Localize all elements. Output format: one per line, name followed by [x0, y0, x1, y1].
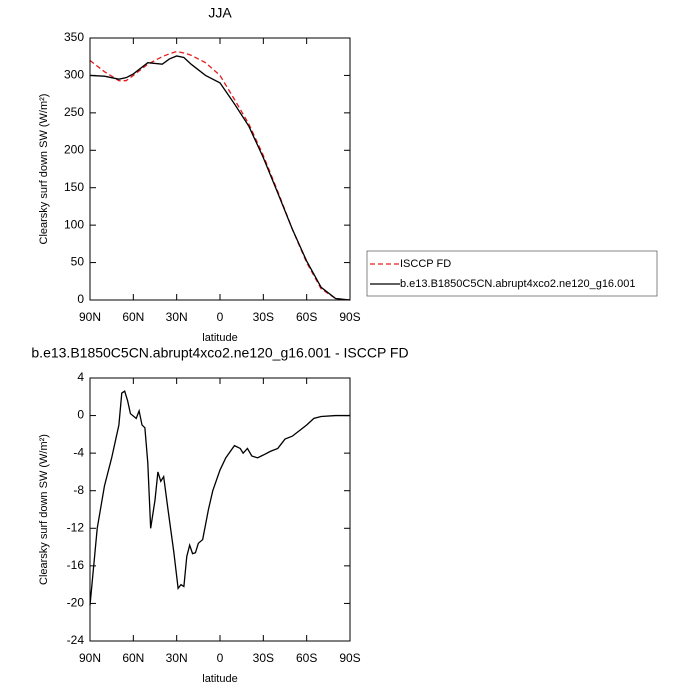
y-axis-label: Clearsky surf down SW (W/m²)	[38, 434, 50, 585]
x-tick-label: 30N	[166, 310, 188, 324]
y-tick-label: 0	[77, 292, 84, 306]
data-line	[89, 50, 351, 301]
y-tick-label: 250	[64, 105, 84, 119]
y-tick-label: 0	[77, 408, 84, 422]
y-tick-label: 350	[64, 30, 84, 44]
y-tick-label: 4	[77, 370, 84, 384]
y-tick-label: -24	[67, 633, 85, 647]
y-tick-label: -4	[73, 445, 84, 459]
plot-frame	[89, 37, 351, 301]
x-tick-label: 90N	[79, 310, 101, 324]
x-tick-label: 30N	[166, 651, 188, 665]
y-axis-label: Clearsky surf down SW (W/m²)	[38, 94, 50, 245]
y-tick-label: -12	[67, 520, 85, 534]
y-tick-label: 300	[64, 68, 84, 82]
x-tick-label: 30S	[253, 310, 274, 324]
plot-frame	[89, 377, 351, 642]
x-tick-label: 60N	[122, 310, 144, 324]
x-tick-label: 60S	[296, 651, 317, 665]
x-tick-label: 90S	[339, 651, 360, 665]
x-tick-label: 0	[217, 651, 224, 665]
x-tick-label: 60S	[296, 310, 317, 324]
data-line	[89, 55, 351, 301]
data-line	[89, 390, 350, 606]
x-axis-label: latitude	[202, 673, 237, 685]
y-tick-label: 50	[71, 255, 85, 269]
y-tick-label: -20	[67, 596, 85, 610]
legend-label: ISCCP FD	[400, 258, 451, 270]
chart-title: JJA	[208, 5, 232, 21]
x-tick-label: 90S	[339, 310, 360, 324]
legend-box	[366, 250, 658, 297]
y-tick-label: 200	[64, 142, 84, 156]
x-axis-label: latitude	[202, 332, 237, 344]
x-tick-label: 30S	[253, 651, 274, 665]
y-tick-label: 150	[64, 180, 84, 194]
x-tick-label: 0	[217, 310, 224, 324]
x-tick-label: 90N	[79, 651, 101, 665]
legend-label: b.e13.B1850C5CN.abrupt4xco2.ne120_g16.00…	[400, 278, 635, 290]
y-tick-label: 100	[64, 217, 84, 231]
y-tick-label: -8	[73, 483, 84, 497]
x-tick-label: 60N	[122, 651, 144, 665]
y-tick-label: -16	[67, 558, 85, 572]
chart-title: b.e13.B1850C5CN.abrupt4xco2.ne120_g16.00…	[31, 345, 408, 361]
